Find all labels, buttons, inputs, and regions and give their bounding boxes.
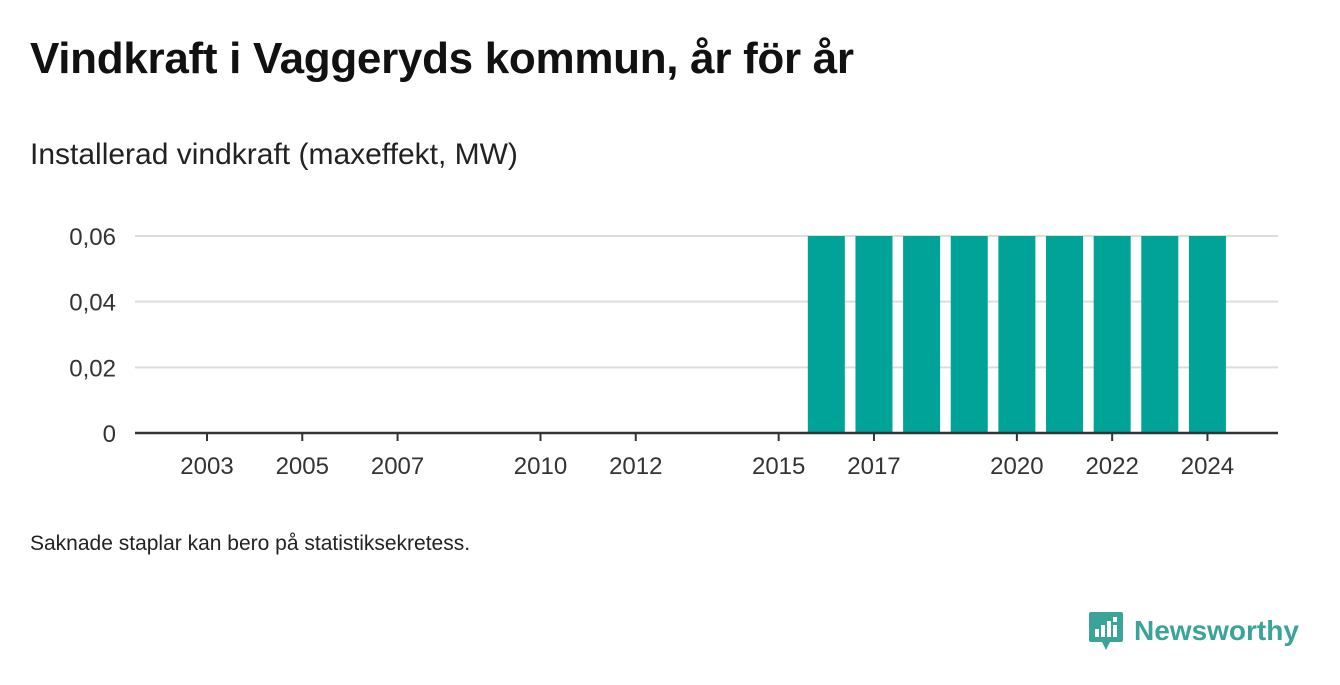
- x-tick-label: 2020: [990, 453, 1043, 480]
- x-tick-labels: 2003 2005 2007 2010 2012 2015 2017 2020 2022 2024: [180, 453, 1234, 480]
- bars: [807, 236, 1226, 433]
- bar-2018: [903, 236, 941, 433]
- x-tick-label: 2005: [276, 453, 329, 480]
- y-tick-label: 0,02: [69, 355, 116, 382]
- footnote: Saknade staplar kan bero på statistiksek…: [30, 532, 471, 555]
- x-tick-label: 2024: [1181, 453, 1234, 480]
- x-axis: [135, 431, 1278, 441]
- bar-2016: [807, 236, 845, 433]
- grid-lines: [135, 235, 1278, 369]
- x-tick-label: 2017: [847, 453, 900, 480]
- bar-2023: [1141, 236, 1179, 433]
- x-tick-label: 2010: [514, 453, 567, 480]
- brand-logo[interactable]: Newsworthy: [1088, 610, 1299, 652]
- chart-title: Vindkraft i Vaggeryds kommun, år för år: [30, 34, 854, 83]
- bar-2024: [1188, 236, 1226, 433]
- x-tick-label: 2015: [752, 453, 805, 480]
- bar-2017: [855, 236, 893, 433]
- x-tick-label: 2022: [1085, 453, 1138, 480]
- brand-name: Newsworthy: [1134, 615, 1299, 646]
- bar-chart: 00,020,040,06 2003 2005 2007 2010 2012 2015 20…: [69, 224, 1278, 480]
- bar-2021: [1046, 236, 1084, 433]
- chart-subtitle: Installerad vindkraft (maxeffekt, MW): [30, 138, 518, 171]
- x-tick-label: 2012: [609, 453, 662, 480]
- y-tick-label: 0,04: [69, 290, 116, 317]
- bar-2019: [950, 236, 988, 433]
- bar-2020: [998, 236, 1036, 433]
- bar-2022: [1093, 236, 1131, 433]
- x-tick-label: 2007: [371, 453, 424, 480]
- x-tick-label: 2003: [180, 453, 233, 480]
- y-tick-label: 0: [103, 421, 116, 448]
- y-tick-labels: 0 0,02 0,04 0,06: [69, 224, 116, 448]
- bar-chart-speech-bubble-icon: [1089, 612, 1123, 650]
- y-tick-label: 0,06: [69, 224, 116, 251]
